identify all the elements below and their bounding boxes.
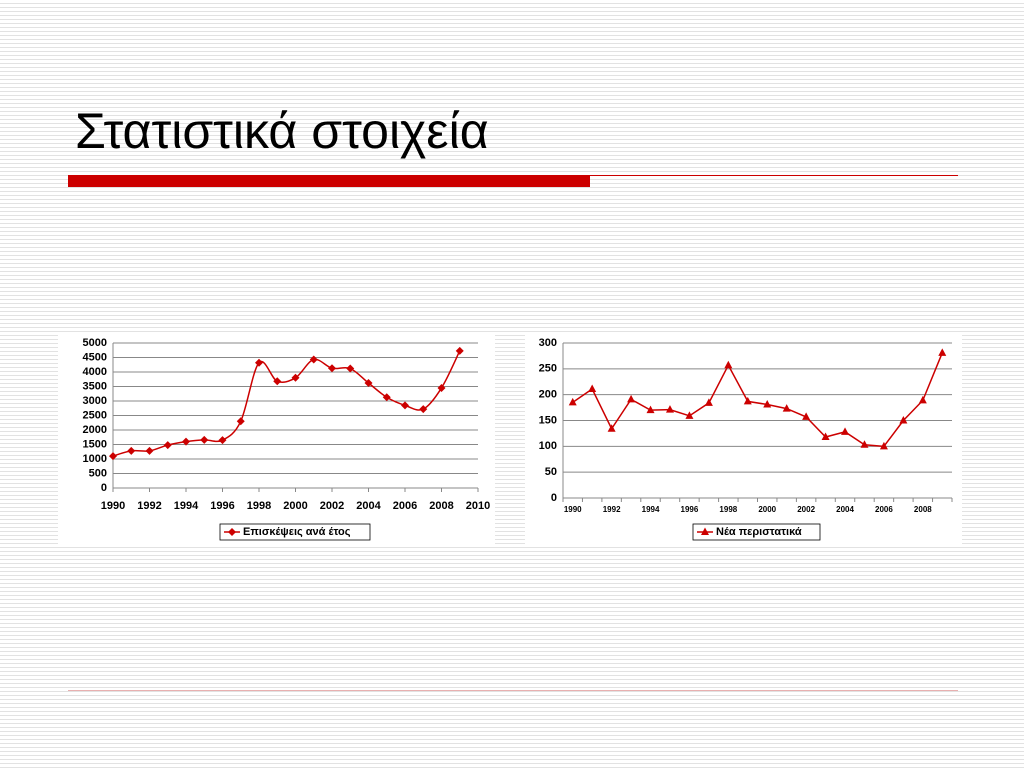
y-tick-label: 0 (101, 482, 107, 494)
x-tick-label: 2010 (466, 500, 490, 512)
y-tick-label: 1500 (83, 438, 107, 450)
chart-area (525, 335, 962, 547)
x-tick-label: 2002 (797, 505, 815, 514)
x-tick-label: 2006 (393, 500, 417, 512)
marker (665, 405, 674, 413)
marker (437, 383, 446, 392)
y-tick-label: 2000 (83, 424, 107, 436)
y-tick-label: 100 (539, 440, 557, 452)
marker (821, 432, 830, 441)
title-bar (68, 175, 590, 187)
x-tick-label: 1990 (101, 500, 125, 512)
legend-label: Επισκέψεις ανά έτος (243, 526, 351, 538)
marker (763, 399, 772, 408)
marker (588, 384, 597, 392)
x-tick-label: 1996 (681, 505, 699, 514)
y-tick-label: 50 (545, 466, 557, 478)
marker (455, 346, 464, 355)
x-tick-label: 1998 (247, 500, 271, 512)
marker (860, 440, 869, 448)
marker (899, 416, 908, 424)
marker (182, 437, 190, 446)
marker (802, 412, 811, 420)
x-tick-label: 2006 (875, 505, 893, 514)
marker (879, 441, 888, 450)
y-tick-label: 0 (551, 492, 557, 504)
y-tick-label: 250 (539, 363, 557, 375)
marker (228, 528, 236, 536)
marker (401, 401, 409, 410)
marker (328, 364, 336, 373)
slide-title: Στατιστικά στοιχεία (75, 103, 489, 159)
marker (704, 398, 713, 406)
marker (163, 441, 172, 450)
marker (627, 394, 636, 403)
legend-box (219, 523, 371, 541)
y-tick-label: 4500 (83, 351, 107, 363)
x-tick-label: 2000 (283, 500, 307, 512)
x-tick-label: 1990 (564, 505, 582, 514)
marker (255, 358, 263, 367)
x-tick-label: 2008 (429, 500, 453, 512)
x-tick-label: 2002 (320, 500, 344, 512)
marker (701, 527, 709, 535)
marker (782, 404, 791, 412)
y-tick-label: 200 (539, 389, 557, 401)
marker (145, 446, 154, 455)
marker (109, 452, 117, 461)
x-tick-label: 1996 (210, 500, 234, 512)
marker (743, 396, 752, 405)
y-tick-label: 150 (539, 414, 557, 426)
marker (364, 379, 373, 388)
y-tick-label: 2500 (83, 409, 107, 421)
marker (273, 377, 282, 386)
y-tick-label: 4000 (83, 366, 107, 378)
marker (918, 395, 927, 404)
marker (346, 364, 355, 373)
x-tick-label: 1994 (174, 500, 199, 512)
x-tick-label: 2004 (836, 505, 854, 514)
y-tick-label: 3000 (83, 395, 107, 407)
legend-label: Νέα περιστατικά (716, 526, 802, 538)
marker (419, 405, 428, 414)
marker (938, 348, 947, 356)
marker (200, 435, 209, 444)
x-tick-label: 2008 (914, 505, 932, 514)
x-tick-label: 2004 (356, 500, 381, 512)
y-tick-label: 1000 (83, 453, 107, 465)
marker (236, 417, 245, 426)
x-tick-label: 1998 (719, 505, 737, 514)
marker (218, 436, 227, 445)
marker (309, 355, 318, 364)
y-tick-label: 3500 (83, 380, 107, 392)
x-tick-label: 2000 (758, 505, 776, 514)
chart-area (58, 335, 495, 547)
marker (724, 360, 733, 369)
marker (841, 427, 850, 435)
marker (607, 424, 616, 432)
marker (568, 397, 577, 406)
marker (646, 405, 655, 414)
marker (382, 393, 391, 402)
x-tick-label: 1992 (137, 500, 161, 512)
marker (291, 373, 300, 382)
y-tick-label: 5000 (83, 337, 107, 349)
x-tick-label: 1992 (603, 505, 621, 514)
marker (127, 446, 136, 455)
x-tick-label: 1994 (642, 505, 660, 514)
legend-box (692, 523, 821, 541)
y-tick-label: 300 (539, 337, 557, 349)
y-tick-label: 500 (89, 467, 107, 479)
marker (685, 411, 694, 419)
